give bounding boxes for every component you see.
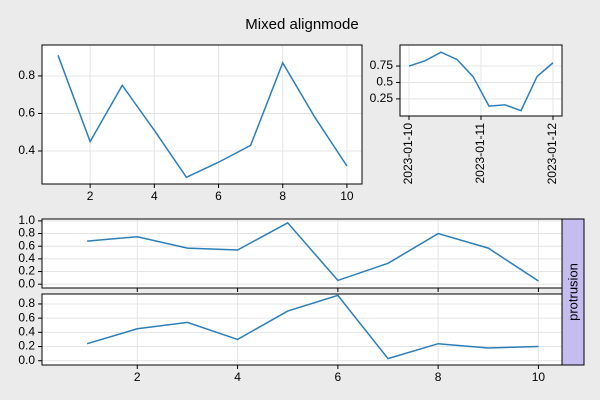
y-tick-label: 0.6 xyxy=(18,310,35,324)
x-tick-label: 8 xyxy=(279,189,286,203)
x-tick-label: 10 xyxy=(340,189,354,203)
y-tick-label: 1.0 xyxy=(18,213,35,227)
side-label-box xyxy=(561,218,585,366)
line xyxy=(87,221,539,282)
x-tick-label: 4 xyxy=(151,189,158,203)
x-tick-label: 2 xyxy=(134,370,141,384)
plot-area xyxy=(42,45,362,184)
x-tick-label: 2023-01-11 xyxy=(473,123,487,184)
plot-frame xyxy=(41,293,563,366)
y-tick-label: 0.4 xyxy=(18,251,35,265)
x-tick-label: 2023-01-12 xyxy=(545,123,559,185)
plot-area xyxy=(42,294,562,365)
plot-area xyxy=(42,219,562,288)
y-tick-label: 0.8 xyxy=(18,296,35,310)
x-tick-label: 2 xyxy=(87,189,94,203)
line xyxy=(408,51,554,112)
plot-frame xyxy=(41,44,363,185)
line xyxy=(57,55,348,179)
figure-title: Mixed alignmode xyxy=(245,16,358,33)
x-tick-label: 8 xyxy=(435,370,442,384)
y-tick-label: 0.25 xyxy=(370,91,394,105)
y-tick-label: 0.8 xyxy=(18,68,35,82)
y-tick-label: 0.2 xyxy=(18,264,35,278)
line xyxy=(86,294,539,360)
y-tick-label: 0.0 xyxy=(18,276,35,290)
y-tick-label: 0.0 xyxy=(18,353,35,367)
x-tick-label: 4 xyxy=(234,370,241,384)
y-tick-label: 0.6 xyxy=(18,238,35,252)
y-tick-label: 0.2 xyxy=(18,339,35,353)
y-tick-label: 0.8 xyxy=(18,226,35,240)
x-tick-label: 6 xyxy=(335,370,342,384)
y-tick-label: 0.4 xyxy=(18,325,35,339)
x-tick-label: 2023-01-10 xyxy=(401,123,415,185)
y-tick-label: 0.6 xyxy=(18,106,35,120)
y-tick-label: 0.5 xyxy=(376,75,393,89)
plot-frame xyxy=(41,218,563,289)
x-tick-label: 10 xyxy=(532,370,546,384)
x-tick-label: 6 xyxy=(215,189,222,203)
side-label: protrusion xyxy=(565,263,580,321)
y-tick-label: 0.75 xyxy=(370,58,394,72)
y-tick-label: 0.4 xyxy=(18,143,35,157)
plot-frame xyxy=(399,44,563,117)
